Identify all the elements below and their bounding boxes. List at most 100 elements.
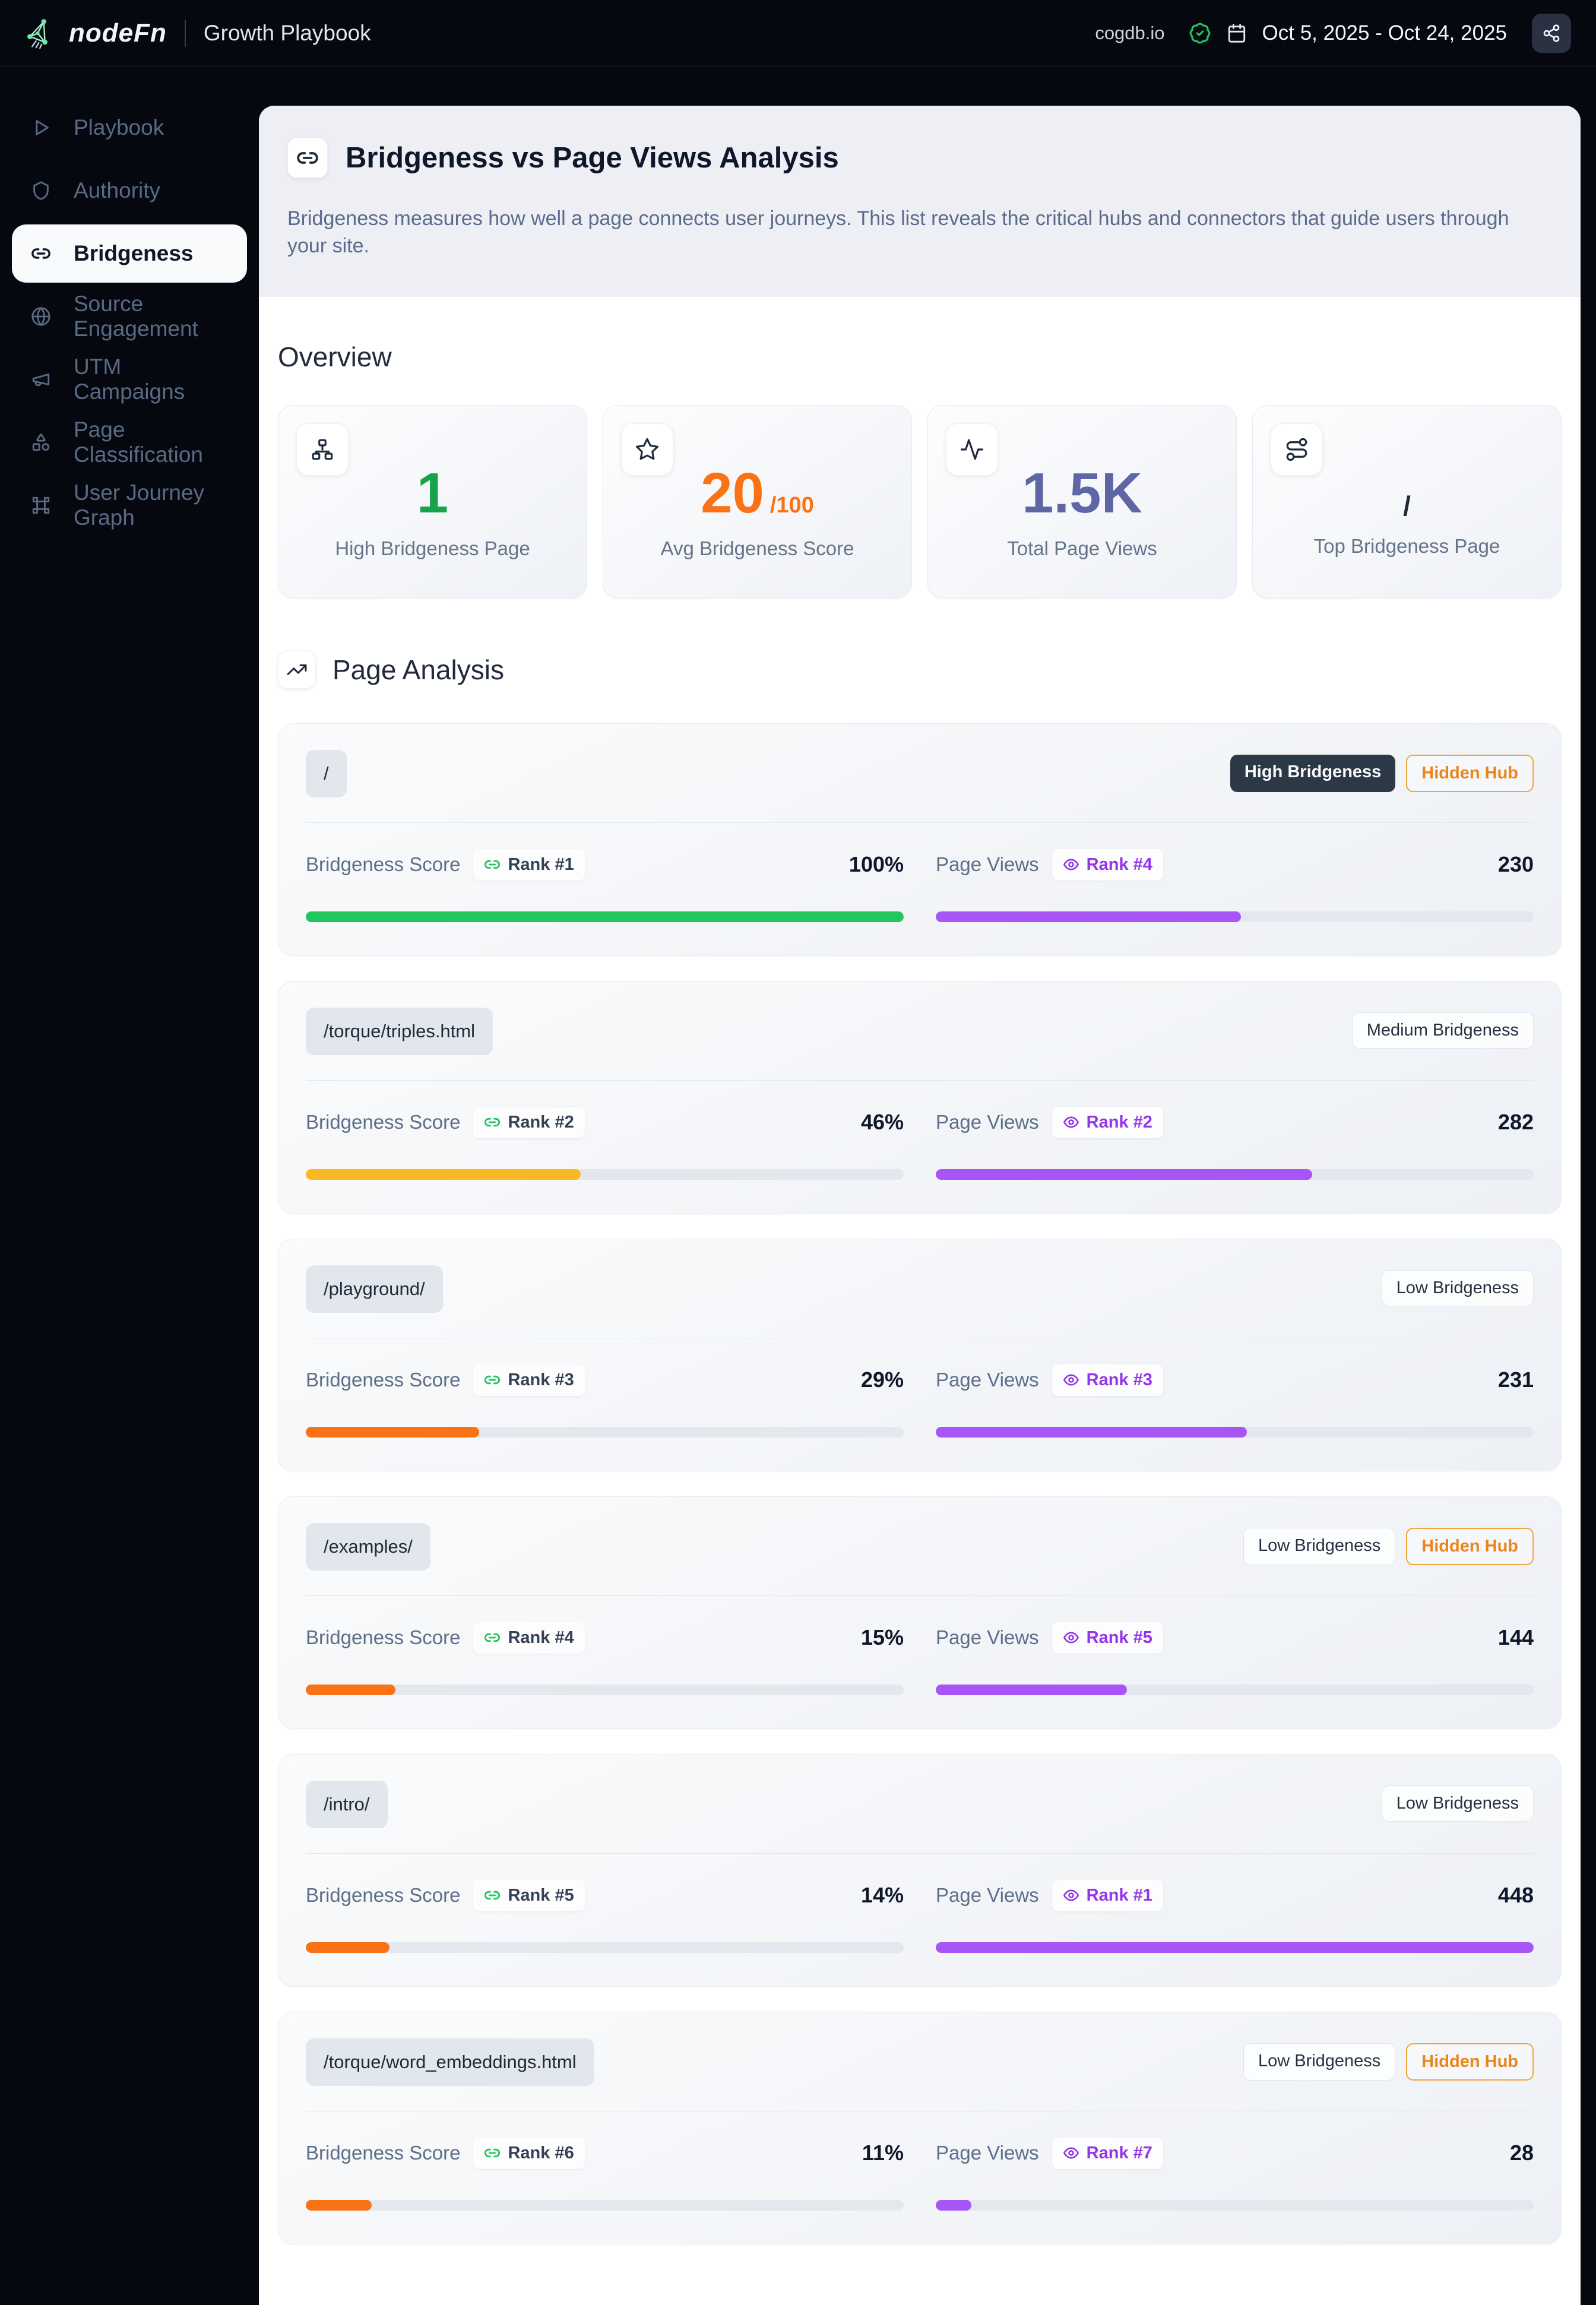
page-path: /torque/triples.html [306, 1007, 493, 1055]
bridgeness-metric: Bridgeness Score Rank #4 15% [306, 1622, 904, 1695]
bridgeness-level-badge: Low Bridgeness [1243, 2043, 1396, 2081]
sidebar-item-page-classification[interactable]: Page Classification [12, 413, 247, 471]
bridgeness-score-value: 14% [860, 1883, 904, 1908]
bridgeness-score-value: 11% [862, 2141, 904, 2165]
share-button[interactable] [1532, 13, 1571, 53]
sidebar-item-authority[interactable]: Authority [12, 162, 247, 220]
link-icon [484, 1633, 501, 1642]
divider [306, 1079, 1534, 1081]
bridgeness-score-value: 29% [860, 1367, 904, 1392]
metric-label: Bridgeness Score [306, 1111, 461, 1133]
eye-icon [1063, 1116, 1079, 1128]
stat-value: 20/100 [701, 461, 814, 525]
link-icon [484, 1118, 501, 1127]
sidebar-item-playbook[interactable]: Playbook [12, 99, 247, 157]
stat-label: Top Bridgeness Page [1313, 534, 1500, 557]
views-rank-chip: Rank #2 [1052, 1106, 1163, 1138]
brand-row: nodeFn Growth Playbook [25, 17, 371, 50]
eye-icon [1063, 1374, 1079, 1386]
brand-name: nodeFn [69, 18, 167, 48]
page-card: /torque/word_embeddings.html Low Bridgen… [278, 2011, 1562, 2244]
stat-label: Avg Bridgeness Score [660, 537, 854, 559]
topbar-right: cogdb.io Oct 5, 2025 - Oct 24, 2025 [1095, 13, 1571, 53]
link-icon [287, 138, 328, 178]
overview-heading: Overview [278, 341, 392, 372]
bridgeness-level-badge: Low Bridgeness [1381, 1785, 1534, 1822]
page-views-metric: Page Views Rank #5 144 [936, 1622, 1534, 1695]
link-icon [484, 1376, 501, 1385]
sidebar-item-utm-campaigns[interactable]: UTM Campaigns [12, 350, 247, 409]
divider [306, 822, 1534, 823]
views-rank-chip: Rank #5 [1052, 1622, 1163, 1654]
bridgeness-metric: Bridgeness Score Rank #1 100% [306, 848, 904, 922]
bridgeness-progress-bar [306, 2199, 904, 2211]
metric-label: Bridgeness Score [306, 853, 461, 876]
bridgeness-level-badge: Low Bridgeness [1381, 1269, 1534, 1306]
hidden-hub-badge: Hidden Hub [1406, 2043, 1534, 2081]
bridgeness-rank-chip: Rank #2 [473, 1106, 585, 1138]
bridgeness-progress-bar [306, 1942, 904, 1953]
bridgeness-progress-fill [306, 911, 904, 922]
sidebar-item-label: Playbook [74, 115, 164, 140]
date-range[interactable]: Oct 5, 2025 - Oct 24, 2025 [1262, 21, 1507, 45]
page-views-value: 28 [1509, 2141, 1534, 2165]
views-progress-bar [936, 1942, 1534, 1953]
sidebar-item-user-journey-graph[interactable]: User Journey Graph [12, 476, 247, 534]
eye-icon [1063, 2147, 1079, 2159]
views-progress-fill [936, 1169, 1313, 1180]
stat-value: 1 [416, 461, 449, 525]
metric-label: Page Views [936, 1111, 1039, 1133]
report-header: Bridgeness vs Page Views Analysis Bridge… [259, 106, 1581, 297]
stat-label: High Bridgeness Page [335, 537, 530, 559]
bridgeness-progress-fill [306, 1426, 480, 1438]
verified-badge-icon [1189, 22, 1211, 45]
bridgeness-level-badge: Medium Bridgeness [1351, 1012, 1534, 1049]
route-icon [1271, 423, 1323, 476]
topbar: nodeFn Growth Playbook cogdb.io Oct 5, 2… [0, 0, 1596, 67]
sitemap-icon [296, 423, 349, 476]
eye-icon [1063, 1889, 1079, 1901]
stat-card-high-bridgeness-page: 1 High Bridgeness Page [278, 404, 587, 599]
main-area: Bridgeness vs Page Views Analysis Bridge… [259, 67, 1596, 2305]
stat-value: 1.5K [1022, 461, 1142, 525]
metric-label: Page Views [936, 2142, 1039, 2164]
views-progress-fill [936, 1942, 1534, 1953]
views-progress-fill [936, 911, 1241, 922]
views-progress-fill [936, 2199, 972, 2211]
sidebar-item-source-engagement[interactable]: Source Engagement [12, 287, 247, 346]
views-progress-bar [936, 1169, 1534, 1180]
views-progress-fill [936, 1684, 1128, 1695]
sidebar-item-bridgeness[interactable]: Bridgeness [12, 224, 247, 283]
eye-icon [1063, 1632, 1079, 1644]
page-views-metric: Page Views Rank #3 231 [936, 1364, 1534, 1438]
bridgeness-progress-bar [306, 1426, 904, 1438]
globe-icon [31, 306, 51, 327]
stat-card-avg-bridgeness-score: 20/100 Avg Bridgeness Score [603, 404, 912, 599]
sidebar-item-label: Source Engagement [74, 292, 198, 341]
stat-value: / [1403, 490, 1411, 521]
page-views-metric: Page Views Rank #7 28 [936, 2137, 1534, 2211]
page-views-value: 230 [1497, 852, 1534, 877]
bridgeness-score-value: 100% [848, 852, 904, 877]
page-card: /examples/ Low Bridgeness Hidden Hub Bri… [278, 1496, 1562, 1729]
views-progress-bar [936, 1426, 1534, 1438]
metric-label: Bridgeness Score [306, 1626, 461, 1649]
brand-separator [184, 19, 186, 47]
metric-label: Bridgeness Score [306, 1369, 461, 1391]
views-progress-fill [936, 1426, 1247, 1438]
trending-up-icon [278, 650, 316, 689]
views-rank-chip: Rank #1 [1052, 1879, 1163, 1911]
page-path: /playground/ [306, 1265, 443, 1313]
main-panel: Bridgeness vs Page Views Analysis Bridge… [259, 106, 1581, 2305]
page-views-metric: Page Views Rank #4 230 [936, 848, 1534, 922]
views-progress-bar [936, 1684, 1534, 1695]
bridgeness-progress-fill [306, 1942, 390, 1953]
page-analysis-heading-row: Page Analysis [278, 650, 1562, 689]
page-views-value: 448 [1497, 1883, 1534, 1908]
shapes-icon [31, 432, 51, 452]
shield-icon [31, 181, 51, 201]
page-card: / High Bridgeness Hidden Hub Bridgeness … [278, 723, 1562, 956]
page-path: /torque/word_embeddings.html [306, 2038, 594, 2086]
page-views-value: 231 [1497, 1367, 1534, 1392]
stat-card-total-page-views: 1.5K Total Page Views [927, 404, 1237, 599]
